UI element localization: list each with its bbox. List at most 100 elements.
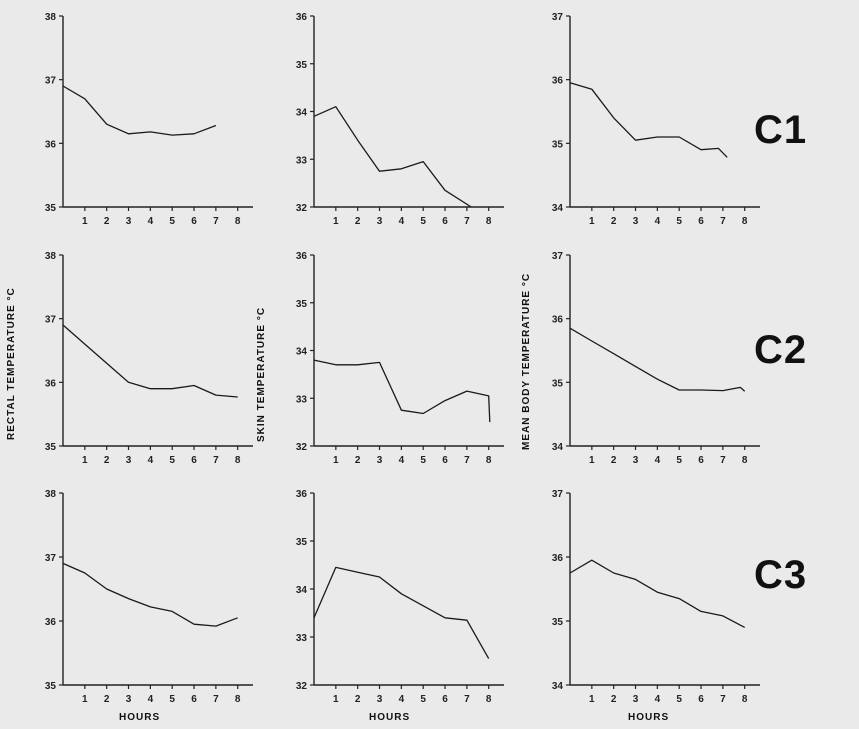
y-tick-label: 32 bbox=[296, 203, 308, 214]
x-tick-label: 4 bbox=[655, 455, 661, 466]
x-tick-label: 7 bbox=[213, 216, 219, 227]
y-tick-label: 36 bbox=[45, 617, 57, 628]
x-tick-label: 5 bbox=[676, 694, 682, 705]
series-line bbox=[62, 324, 238, 398]
x-tick-label: 7 bbox=[464, 694, 470, 705]
y-tick-label: 35 bbox=[296, 299, 308, 310]
x-tick-label: 3 bbox=[377, 216, 383, 227]
y-axis-label-rectal: RECTAL TEMPERATURE °C bbox=[6, 287, 17, 440]
x-tick-label: 3 bbox=[126, 455, 132, 466]
x-tick-label: 2 bbox=[104, 455, 110, 466]
x-tick-label: 8 bbox=[742, 694, 748, 705]
x-tick-label: 1 bbox=[589, 455, 595, 466]
y-tick-label: 37 bbox=[552, 12, 564, 23]
x-tick-label: 1 bbox=[82, 694, 88, 705]
y-tick-label: 36 bbox=[552, 553, 564, 564]
x-tick-label: 5 bbox=[420, 694, 426, 705]
y-tick-label: 37 bbox=[45, 76, 57, 87]
y-tick-label: 35 bbox=[45, 203, 57, 214]
series-line bbox=[62, 85, 217, 136]
x-tick-label: 4 bbox=[655, 694, 661, 705]
y-tick-label: 36 bbox=[296, 12, 308, 23]
x-tick-label: 4 bbox=[399, 216, 405, 227]
y-tick-label: 34 bbox=[552, 203, 564, 214]
y-tick-label: 36 bbox=[45, 139, 57, 150]
y-tick-label: 34 bbox=[296, 108, 308, 119]
y-axis-label-skin: SKIN TEMPERATURE °C bbox=[256, 306, 267, 442]
x-tick-label: 5 bbox=[169, 694, 175, 705]
x-tick-label: 2 bbox=[355, 694, 361, 705]
x-tick-label: 6 bbox=[191, 694, 197, 705]
x-tick-label: 7 bbox=[720, 694, 726, 705]
x-tick-label: 8 bbox=[486, 216, 492, 227]
y-tick-label: 36 bbox=[296, 489, 308, 500]
y-tick-label: 37 bbox=[45, 315, 57, 326]
y-tick-label: 38 bbox=[45, 12, 57, 23]
panel-c2-rectal: 35 36 37 38 1 2 3 4 5 6 7 8 bbox=[45, 251, 253, 466]
x-tick-label: 7 bbox=[464, 455, 470, 466]
row-label-c1: C1 bbox=[754, 108, 808, 152]
y-tick-label: 34 bbox=[296, 347, 308, 358]
x-tick-label: 5 bbox=[676, 455, 682, 466]
x-tick-label: 8 bbox=[486, 455, 492, 466]
series-line bbox=[569, 82, 728, 158]
y-tick-label: 33 bbox=[296, 155, 308, 166]
x-tick-label: 5 bbox=[420, 455, 426, 466]
y-tick-label: 35 bbox=[45, 681, 57, 692]
y-tick-label: 32 bbox=[296, 681, 308, 692]
x-tick-label: 3 bbox=[126, 216, 132, 227]
y-tick-label: 35 bbox=[296, 537, 308, 548]
row-label-c2: C2 bbox=[754, 328, 808, 372]
x-tick-label: 3 bbox=[126, 694, 132, 705]
panel-c1-rectal: 35 36 37 38 1 2 3 4 5 6 7 8 bbox=[45, 12, 253, 227]
x-tick-label: 8 bbox=[235, 455, 241, 466]
x-tick-label: 7 bbox=[464, 216, 470, 227]
x-tick-label: 3 bbox=[377, 455, 383, 466]
x-tick-label: 4 bbox=[148, 455, 154, 466]
y-tick-label: 34 bbox=[552, 442, 564, 453]
x-tick-label: 6 bbox=[191, 216, 197, 227]
x-tick-label: 5 bbox=[169, 455, 175, 466]
x-tick-label: 2 bbox=[611, 455, 617, 466]
y-tick-label: 34 bbox=[296, 585, 308, 596]
y-tick-label: 36 bbox=[552, 315, 564, 326]
x-tick-label: 4 bbox=[655, 216, 661, 227]
x-tick-label: 2 bbox=[611, 216, 617, 227]
x-tick-label: 3 bbox=[633, 694, 639, 705]
y-tick-label: 35 bbox=[45, 442, 57, 453]
x-tick-label: 1 bbox=[333, 694, 339, 705]
series-line bbox=[313, 566, 490, 659]
y-tick-label: 36 bbox=[45, 378, 57, 389]
series-line bbox=[569, 327, 746, 392]
x-tick-label: 6 bbox=[698, 694, 704, 705]
y-tick-label: 34 bbox=[552, 681, 564, 692]
x-tick-label: 2 bbox=[104, 694, 110, 705]
x-tick-label: 3 bbox=[633, 216, 639, 227]
y-tick-label: 33 bbox=[296, 633, 308, 644]
x-tick-label: 4 bbox=[399, 694, 405, 705]
y-tick-label: 35 bbox=[552, 378, 564, 389]
x-tick-label: 1 bbox=[333, 455, 339, 466]
y-tick-label: 36 bbox=[296, 251, 308, 262]
x-tick-label: 6 bbox=[698, 455, 704, 466]
x-tick-label: 2 bbox=[104, 216, 110, 227]
x-tick-label: 3 bbox=[633, 455, 639, 466]
x-tick-label: 7 bbox=[213, 455, 219, 466]
panel-c3-rectal: 35 36 37 38 1 2 3 4 5 6 7 8 bbox=[45, 489, 253, 705]
x-tick-label: 7 bbox=[720, 455, 726, 466]
x-tick-label: 5 bbox=[676, 216, 682, 227]
x-tick-label: 6 bbox=[442, 694, 448, 705]
x-tick-label: 8 bbox=[235, 694, 241, 705]
x-tick-label: 1 bbox=[589, 694, 595, 705]
x-tick-label: 6 bbox=[698, 216, 704, 227]
series-line bbox=[313, 359, 491, 423]
y-tick-label: 37 bbox=[552, 251, 564, 262]
x-tick-label: 2 bbox=[355, 455, 361, 466]
x-tick-label: 7 bbox=[720, 216, 726, 227]
